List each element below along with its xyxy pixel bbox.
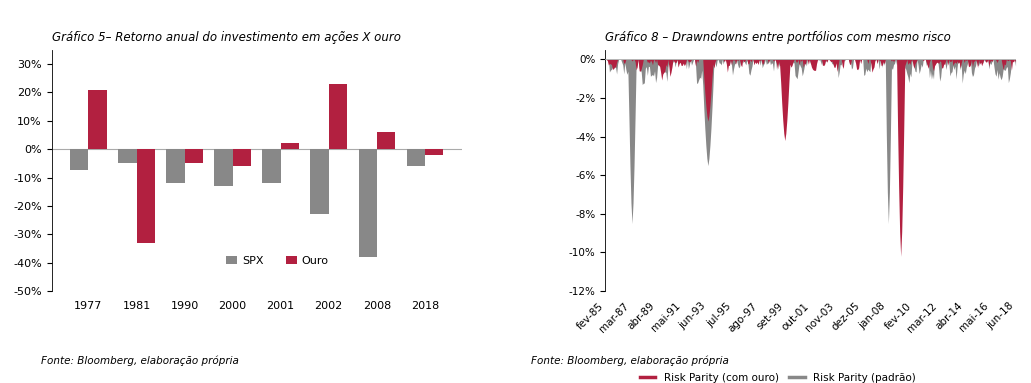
Legend: SPX, Ouro: SPX, Ouro xyxy=(226,256,328,266)
Bar xyxy=(89,90,107,149)
Bar xyxy=(136,149,155,243)
Bar xyxy=(214,149,233,186)
Bar xyxy=(70,149,89,170)
Bar xyxy=(280,144,299,149)
Text: Gráfico 8 – Drawndowns entre portfólios com mesmo risco: Gráfico 8 – Drawndowns entre portfólios … xyxy=(605,31,952,44)
Bar xyxy=(166,149,185,183)
Bar xyxy=(233,149,251,166)
Legend: Risk Parity (com ouro), Risk Parity (padrão): Risk Parity (com ouro), Risk Parity (pad… xyxy=(635,369,920,383)
Bar xyxy=(263,149,280,183)
Text: Fonte: Bloomberg, elaboração própria: Fonte: Bloomberg, elaboração própria xyxy=(41,355,239,366)
Text: Gráfico 5– Retorno anual do investimento em ações X ouro: Gráfico 5– Retorno anual do investimento… xyxy=(52,31,401,44)
Bar xyxy=(376,132,395,149)
Bar xyxy=(359,149,376,257)
Bar xyxy=(406,149,425,166)
Bar xyxy=(310,149,329,214)
Bar xyxy=(119,149,136,163)
Text: Fonte: Bloomberg, elaboração própria: Fonte: Bloomberg, elaboração própria xyxy=(531,355,729,366)
Bar xyxy=(185,149,203,163)
Bar xyxy=(425,149,443,155)
Bar xyxy=(329,84,347,149)
